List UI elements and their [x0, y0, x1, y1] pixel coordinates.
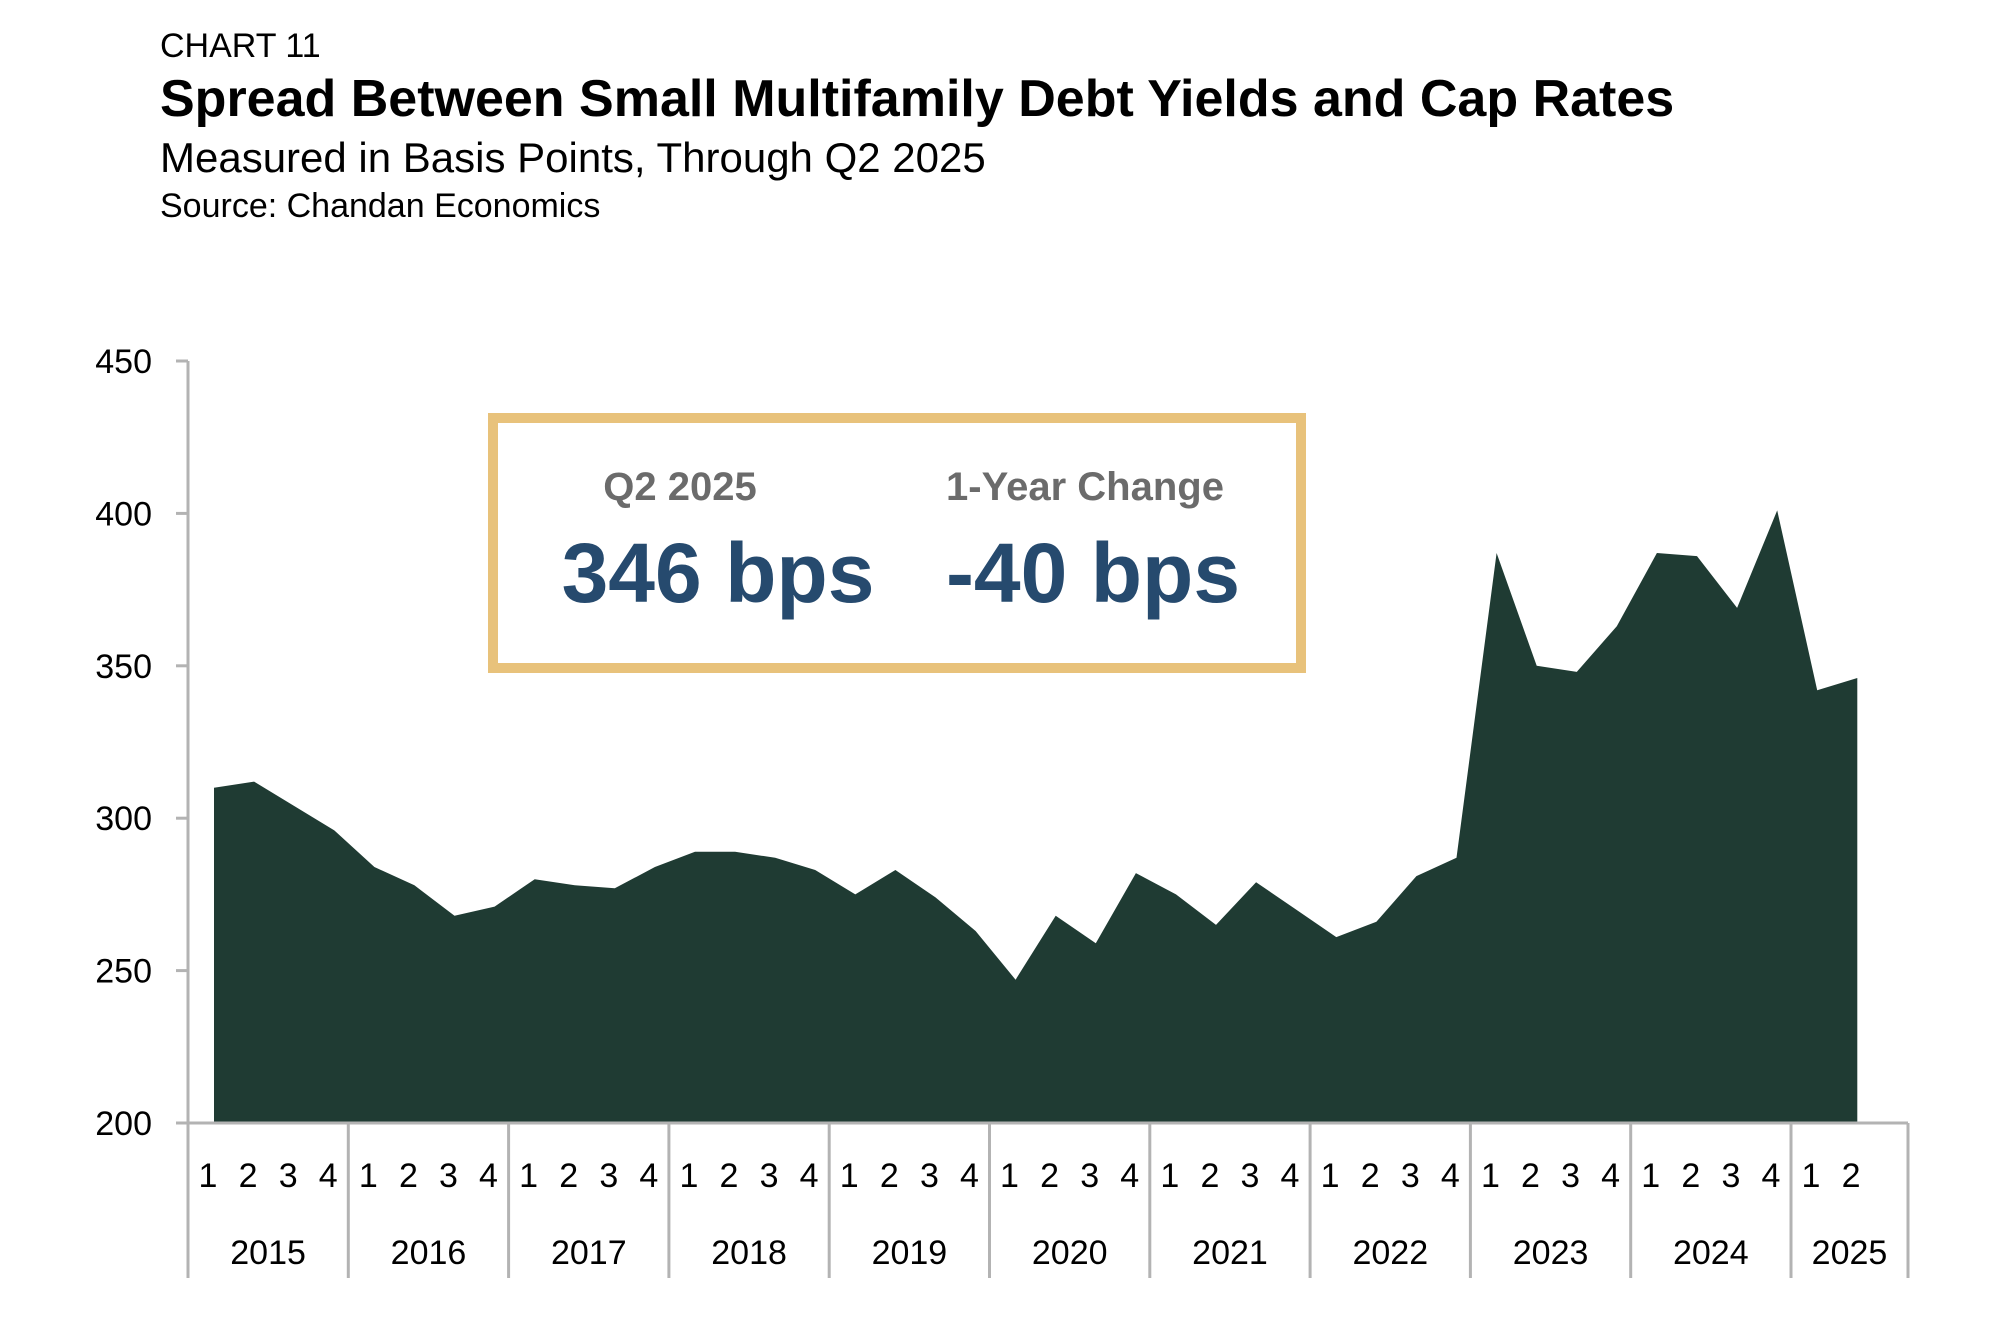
chart-subtitle: Measured in Basis Points, Through Q2 202…: [160, 134, 986, 181]
quarter-label: 1: [840, 1157, 859, 1195]
chart-title: Spread Between Small Multifamily Debt Yi…: [160, 70, 1675, 128]
quarter-label: 2: [1361, 1157, 1380, 1195]
quarter-label: 2: [720, 1157, 739, 1195]
year-label: 2022: [1352, 1234, 1428, 1272]
year-label: 2024: [1673, 1234, 1749, 1272]
quarter-label: 2: [239, 1157, 258, 1195]
quarter-label: 4: [960, 1157, 979, 1195]
year-label: 2018: [711, 1234, 787, 1272]
quarter-label: 2: [1521, 1157, 1540, 1195]
callout-border: [488, 413, 1306, 673]
quarter-label: 1: [359, 1157, 378, 1195]
callout-right-value: -40 bps: [946, 526, 1240, 620]
quarter-label: 3: [1241, 1157, 1260, 1195]
quarter-label: 3: [760, 1157, 779, 1195]
callout-box: Q2 2025 346 bps 1-Year Change -40 bps: [488, 413, 1306, 673]
quarter-label: 2: [399, 1157, 418, 1195]
quarter-label: 3: [1561, 1157, 1580, 1195]
quarter-label: 4: [639, 1157, 658, 1195]
callout-left-value: 346 bps: [562, 526, 875, 620]
area-layer: [214, 510, 1858, 1123]
year-label: 2019: [872, 1234, 948, 1272]
year-label: 2025: [1812, 1234, 1888, 1272]
quarter-label: 1: [679, 1157, 698, 1195]
y-tick-label: 450: [95, 343, 152, 381]
year-label: 2017: [551, 1234, 627, 1272]
quarter-label: 4: [1761, 1157, 1780, 1195]
quarter-label: 3: [439, 1157, 458, 1195]
quarter-label: 3: [1401, 1157, 1420, 1195]
quarter-label: 3: [920, 1157, 939, 1195]
quarter-label: 4: [319, 1157, 338, 1195]
quarter-label: 1: [1160, 1157, 1179, 1195]
quarter-label: 2: [1681, 1157, 1700, 1195]
quarter-label: 1: [1000, 1157, 1019, 1195]
quarter-label: 1: [1641, 1157, 1660, 1195]
y-tick-label: 350: [95, 648, 152, 686]
quarter-label: 4: [800, 1157, 819, 1195]
quarter-label: 3: [599, 1157, 618, 1195]
y-tick-label: 300: [95, 800, 152, 838]
callout-left-label: Q2 2025: [603, 465, 756, 509]
quarter-label: 1: [519, 1157, 538, 1195]
chart-header: CHART 11 Spread Between Small Multifamil…: [160, 26, 1674, 228]
quarter-label: 3: [1721, 1157, 1740, 1195]
y-tick-label: 400: [95, 495, 152, 533]
quarter-label: 1: [199, 1157, 218, 1195]
chart-number: CHART 11: [160, 27, 321, 65]
spread-area: [214, 510, 1858, 1123]
quarter-label: 1: [1481, 1157, 1500, 1195]
quarter-label: 1: [1321, 1157, 1340, 1195]
quarter-label: 2: [1040, 1157, 1059, 1195]
quarter-label: 2: [1200, 1157, 1219, 1195]
quarter-label: 1: [1802, 1157, 1821, 1195]
year-label: 2021: [1192, 1234, 1268, 1272]
year-label: 2023: [1513, 1234, 1589, 1272]
quarter-label: 4: [1441, 1157, 1460, 1195]
quarter-label: 2: [559, 1157, 578, 1195]
quarter-label: 2: [1842, 1157, 1861, 1195]
y-tick-label: 250: [95, 953, 152, 991]
quarter-label: 3: [279, 1157, 298, 1195]
year-label: 2015: [230, 1234, 306, 1272]
quarter-label: 4: [1601, 1157, 1620, 1195]
year-label: 2016: [391, 1234, 467, 1272]
chart-source: Source: Chandan Economics: [160, 187, 601, 225]
quarter-label: 2: [880, 1157, 899, 1195]
callout-right-label: 1-Year Change: [946, 465, 1224, 509]
quarter-label: 4: [479, 1157, 498, 1195]
year-label: 2020: [1032, 1234, 1108, 1272]
y-tick-label: 200: [95, 1105, 152, 1143]
quarter-label: 4: [1281, 1157, 1300, 1195]
quarter-label: 4: [1120, 1157, 1139, 1195]
quarter-label: 3: [1080, 1157, 1099, 1195]
